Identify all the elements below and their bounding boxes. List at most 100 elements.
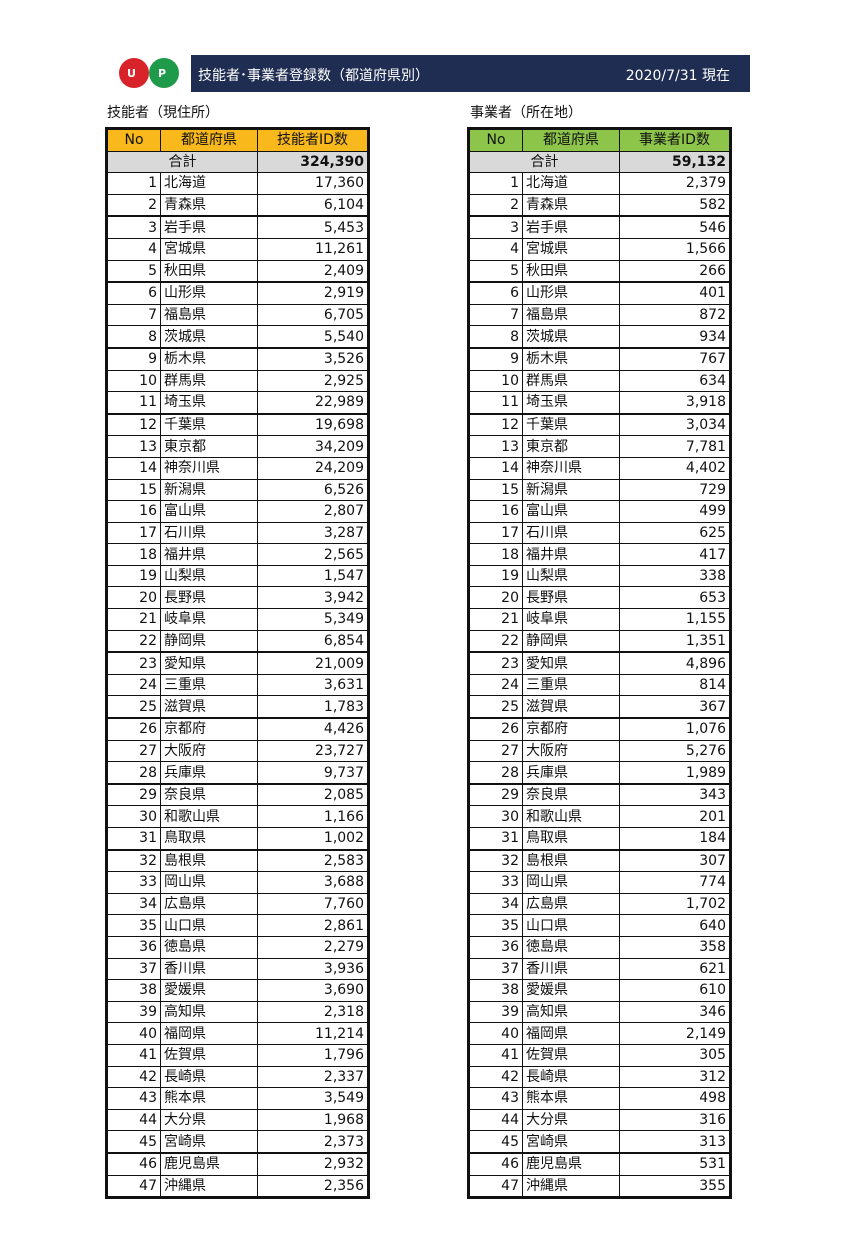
prefecture-name: 東京都 [160, 435, 258, 458]
row-number: 23 [106, 651, 161, 675]
row-number: 29 [468, 783, 523, 807]
table-row: 35 山口県 2,861 [106, 914, 369, 937]
row-number: 14 [468, 456, 523, 480]
count-value: 2,337 [257, 1065, 369, 1089]
row-number: 19 [106, 564, 161, 588]
row-number: 39 [468, 1000, 523, 1024]
table-row: 5 秋田県 266 [468, 259, 731, 284]
table-row: 17 石川県 625 [468, 521, 731, 545]
logo-letter-p: P [158, 67, 167, 80]
row-number: 13 [468, 435, 523, 458]
businesses-subtitle: 事業者（所在地） [470, 105, 582, 121]
row-number: 43 [106, 1087, 161, 1110]
row-number: 41 [468, 1043, 523, 1067]
row-number: 37 [106, 957, 161, 981]
count-value: 2,565 [257, 543, 369, 566]
count-value: 3,287 [257, 521, 369, 545]
count-value: 2,279 [257, 935, 369, 959]
row-number: 6 [106, 281, 161, 305]
prefecture-name: 岐阜県 [522, 608, 620, 631]
count-value: 305 [619, 1043, 731, 1067]
as-of-date: 2020/7/31 現在 [625, 68, 730, 84]
total-label: 合計 [106, 150, 258, 174]
count-value: 355 [619, 1174, 731, 1199]
prefecture-name: 富山県 [522, 500, 620, 523]
row-number: 20 [468, 586, 523, 610]
row-number: 32 [106, 849, 161, 873]
count-value: 2,318 [257, 1000, 369, 1024]
count-value: 1,702 [619, 892, 731, 916]
count-value: 934 [619, 325, 731, 349]
row-number: 22 [106, 629, 161, 654]
table-row: 36 徳島県 2,279 [106, 935, 369, 959]
prefecture-name: 大分県 [160, 1108, 258, 1132]
table-row: 34 広島県 7,760 [106, 892, 369, 916]
count-value: 5,453 [257, 215, 369, 239]
count-value: 582 [619, 193, 731, 218]
table-row: 18 福井県 2,565 [106, 543, 369, 566]
prefecture-name: 茨城県 [160, 325, 258, 349]
count-value: 2,932 [257, 1152, 369, 1176]
prefecture-name: 石川県 [160, 521, 258, 545]
prefecture-name: 埼玉県 [522, 391, 620, 415]
prefecture-name: 福岡県 [522, 1022, 620, 1045]
count-value: 346 [619, 1000, 731, 1024]
prefecture-name: 岩手県 [160, 215, 258, 239]
row-number: 2 [106, 193, 161, 218]
table-row: 29 奈良県 343 [468, 783, 731, 807]
prefecture-name: 広島県 [160, 892, 258, 916]
table-row: 8 茨城県 934 [468, 325, 731, 349]
prefecture-name: 和歌山県 [522, 805, 620, 828]
count-value: 2,919 [257, 281, 369, 305]
table-row: 47 沖縄県 355 [468, 1174, 731, 1199]
table-row: 13 東京都 7,781 [468, 435, 731, 458]
table-row: 12 千葉県 19,698 [106, 413, 369, 437]
count-value: 7,760 [257, 892, 369, 916]
table-row: 41 佐賀県 1,796 [106, 1043, 369, 1067]
table-row: 9 栃木県 3,526 [106, 347, 369, 371]
count-value: 3,936 [257, 957, 369, 981]
count-value: 634 [619, 369, 731, 393]
row-number: 12 [106, 413, 161, 437]
row-number: 1 [468, 172, 523, 195]
count-value: 2,085 [257, 783, 369, 807]
count-value: 767 [619, 347, 731, 371]
row-number: 29 [106, 783, 161, 807]
prefecture-name: 和歌山県 [160, 805, 258, 828]
prefecture-name: 大阪府 [522, 739, 620, 763]
prefecture-name: 滋賀県 [522, 695, 620, 720]
prefecture-name: 秋田県 [160, 259, 258, 284]
table-row: 42 長崎県 312 [468, 1065, 731, 1089]
row-number: 24 [106, 673, 161, 697]
table-row: 27 大阪府 5,276 [468, 739, 731, 763]
prefecture-name: 山梨県 [522, 564, 620, 588]
row-number: 32 [468, 849, 523, 873]
row-number: 46 [468, 1152, 523, 1176]
table-row: 10 群馬県 634 [468, 369, 731, 393]
row-number: 7 [468, 303, 523, 327]
count-value: 23,727 [257, 739, 369, 763]
row-number: 21 [468, 608, 523, 631]
row-number: 31 [468, 826, 523, 851]
row-number: 40 [106, 1022, 161, 1045]
count-value: 546 [619, 215, 731, 239]
table-row: 14 神奈川県 4,402 [468, 456, 731, 480]
count-value: 5,276 [619, 739, 731, 763]
row-number: 35 [106, 914, 161, 937]
col-prefecture: 都道府県 [522, 128, 620, 152]
table-row: 32 島根県 307 [468, 849, 731, 873]
count-value: 184 [619, 826, 731, 851]
table-row: 32 島根県 2,583 [106, 849, 369, 873]
prefecture-name: 広島県 [522, 892, 620, 916]
count-value: 6,526 [257, 478, 369, 502]
table-row: 31 鳥取県 184 [468, 826, 731, 851]
table-row: 40 福岡県 11,214 [106, 1022, 369, 1045]
count-value: 367 [619, 695, 731, 720]
prefecture-name: 沖縄県 [160, 1174, 258, 1199]
total-row: 合計 324,390 [106, 150, 369, 174]
row-number: 33 [468, 871, 523, 894]
prefecture-name: 石川県 [522, 521, 620, 545]
row-number: 37 [468, 957, 523, 981]
table-row: 43 熊本県 498 [468, 1087, 731, 1110]
count-value: 401 [619, 281, 731, 305]
